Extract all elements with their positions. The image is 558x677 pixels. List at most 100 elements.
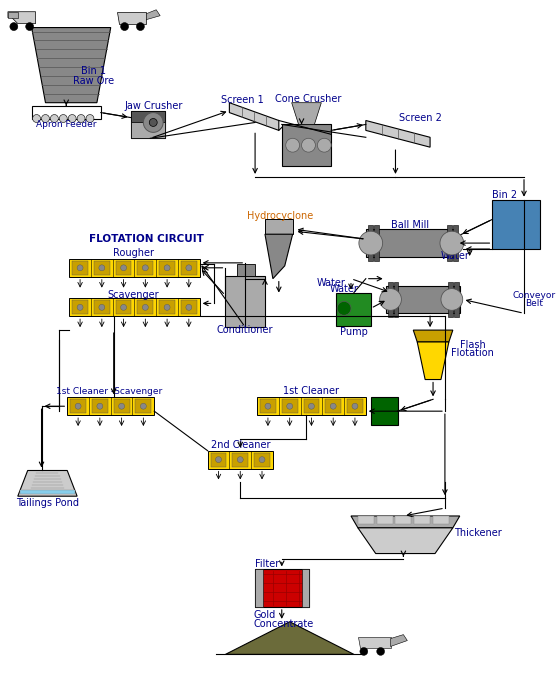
Circle shape [301,138,315,152]
Text: Flotation: Flotation [451,348,494,358]
Polygon shape [117,12,146,24]
Polygon shape [292,103,321,125]
Circle shape [377,647,384,655]
Polygon shape [351,516,460,528]
Text: Rougher: Rougher [113,248,154,258]
Text: Water: Water [330,284,358,294]
Bar [136,399,151,413]
Circle shape [318,138,331,152]
Bar [257,397,366,415]
Text: Conveyor: Conveyor [512,291,555,300]
Text: Thickener: Thickener [454,528,502,538]
Circle shape [440,232,464,255]
Circle shape [441,288,463,310]
Bar [94,301,110,314]
Text: Filter: Filter [255,559,280,569]
Bar [301,569,310,607]
Polygon shape [358,636,391,649]
Bar [433,516,449,524]
Circle shape [32,114,41,123]
Text: Bin 1: Bin 1 [81,66,107,76]
Text: Water: Water [440,251,469,261]
Text: Concentrate: Concentrate [253,619,314,629]
Circle shape [360,647,368,655]
Bar [70,399,86,413]
Circle shape [99,265,105,271]
Circle shape [10,22,18,30]
Polygon shape [417,342,449,380]
Bar [94,261,110,275]
Circle shape [77,305,83,310]
Bar [492,200,540,249]
Bar [453,225,458,261]
Text: FLOTATION CIRCUIT: FLOTATION CIRCUIT [89,234,204,244]
Bar [447,225,452,261]
Circle shape [215,457,222,462]
Circle shape [150,118,157,127]
Bar [255,569,263,607]
Circle shape [237,457,243,462]
Bar [347,399,363,413]
Text: Raw Ore: Raw Ore [73,76,114,86]
Bar [232,453,248,466]
Circle shape [186,265,192,271]
Circle shape [259,457,265,462]
Bar [386,286,460,313]
Bar [454,282,459,318]
Bar [448,282,453,318]
Bar [92,399,108,413]
Circle shape [41,114,50,123]
Polygon shape [391,634,407,647]
Bar [69,259,200,277]
Circle shape [164,265,170,271]
Polygon shape [366,121,430,147]
Circle shape [121,22,128,30]
Text: Conditioner: Conditioner [217,325,273,335]
Bar [371,397,398,425]
Circle shape [86,114,94,123]
Circle shape [77,114,85,123]
Text: Flash: Flash [460,340,485,350]
Bar [181,301,197,314]
Bar [137,261,153,275]
Bar [114,399,129,413]
Circle shape [265,403,271,409]
Circle shape [142,265,148,271]
Circle shape [141,403,146,409]
Circle shape [137,22,145,30]
Polygon shape [225,621,354,655]
Bar [72,301,88,314]
Polygon shape [8,12,36,24]
Circle shape [359,232,383,255]
Polygon shape [18,471,77,496]
Circle shape [50,114,59,123]
Polygon shape [8,12,18,18]
Bar [388,282,392,318]
Circle shape [142,305,148,310]
Text: Jaw Crusher: Jaw Crusher [124,101,182,110]
Circle shape [68,114,76,123]
Text: 1st Cleaner -Scavenger: 1st Cleaner -Scavenger [56,387,162,396]
Bar [265,219,292,234]
Polygon shape [413,330,453,342]
Text: 1st Cleaner: 1st Cleaner [283,387,339,397]
Bar [225,276,265,327]
Circle shape [337,301,351,315]
Bar [260,399,276,413]
Bar [358,516,374,524]
Bar [254,453,270,466]
Circle shape [379,288,401,310]
Bar [131,123,165,138]
Text: Scavenger: Scavenger [108,290,159,299]
Bar [396,516,411,524]
Bar [282,399,297,413]
Bar [368,225,373,261]
Bar [72,261,88,275]
Bar [325,399,341,413]
Bar [159,261,175,275]
Circle shape [121,305,127,310]
Bar [374,225,379,261]
Bar [304,399,319,413]
Circle shape [77,265,83,271]
Bar [116,261,132,275]
